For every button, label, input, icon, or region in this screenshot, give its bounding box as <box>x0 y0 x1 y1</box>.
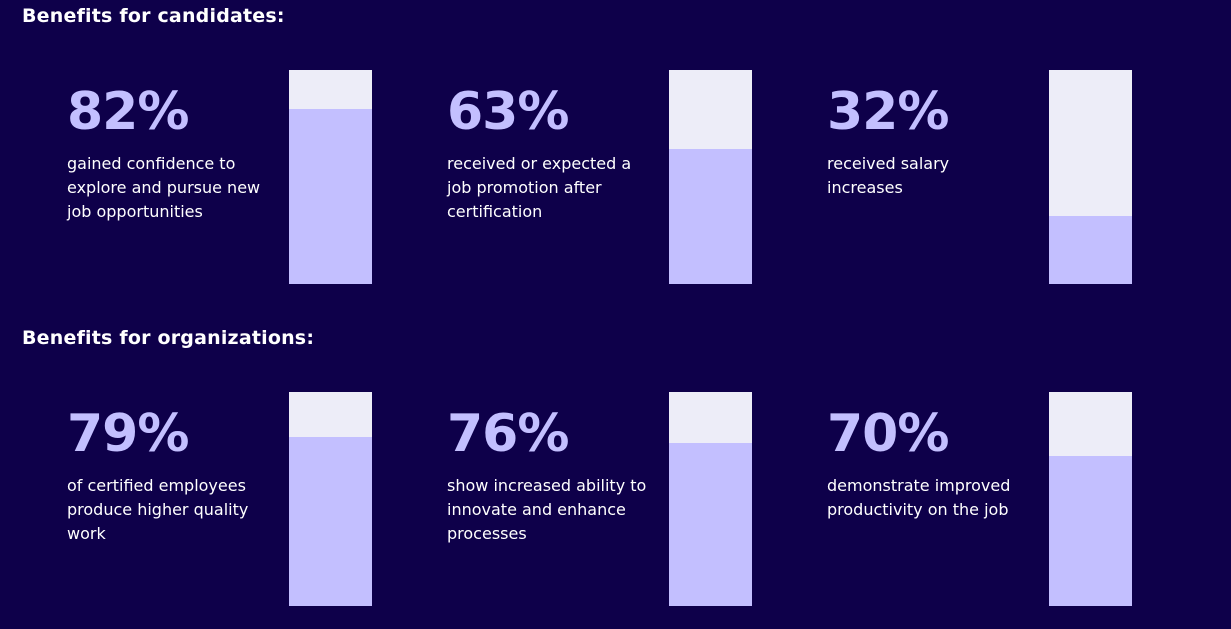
stat-description: of certified employees produce higher qu… <box>67 476 249 543</box>
candidate-bar-confidence <box>289 70 372 284</box>
candidate-bar-salary <box>1049 70 1132 284</box>
bar-fill <box>1049 215 1132 284</box>
stat-value: 32% <box>827 82 949 142</box>
stat-value: 79% <box>67 404 189 464</box>
stat-value: 70% <box>827 404 949 464</box>
org-bar-productivity <box>1049 392 1132 606</box>
candidate-stat-promotion: 63% received or expected a job promotion… <box>447 84 682 224</box>
candidate-stat-confidence: 82% gained confidence to explore and pur… <box>67 84 302 224</box>
org-stat-productivity: 70% demonstrate improved productivity on… <box>827 406 1062 522</box>
stat-value: 82% <box>67 82 189 142</box>
stat-description: show increased ability to innovate and e… <box>447 476 647 543</box>
bar-fill <box>669 149 752 284</box>
bar-fill <box>289 108 372 284</box>
stat-value: 63% <box>447 82 569 142</box>
bar-fill <box>669 443 752 606</box>
stat-description: gained confidence to explore and pursue … <box>67 154 261 221</box>
stat-description: demonstrate improved productivity on the… <box>827 476 1011 519</box>
candidate-bar-promotion <box>669 70 752 284</box>
candidates-section-title: Benefits for candidates: <box>22 5 285 27</box>
org-bar-quality <box>289 392 372 606</box>
org-stat-quality: 79% of certified employees produce highe… <box>67 406 302 546</box>
bar-fill <box>1049 456 1132 606</box>
bar-fill <box>289 436 372 606</box>
stat-value: 76% <box>447 404 569 464</box>
org-bar-innovation <box>669 392 752 606</box>
stat-description: received or expected a job promotion aft… <box>447 154 632 221</box>
organizations-section-title: Benefits for organizations: <box>22 327 315 349</box>
stat-description: received salary increases <box>827 154 950 197</box>
candidate-stat-salary: 32% received salary increases <box>827 84 1062 200</box>
org-stat-innovation: 76% show increased ability to innovate a… <box>447 406 682 546</box>
